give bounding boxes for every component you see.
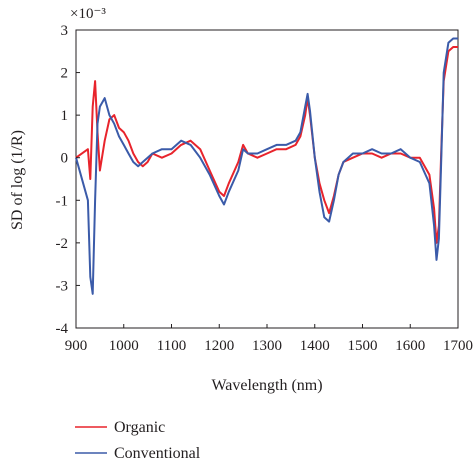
x-tick-label: 900: [65, 338, 88, 354]
x-tick-label: 1200: [204, 338, 234, 354]
y-tick-label: 3: [61, 23, 69, 39]
y-tick-label: -1: [56, 193, 69, 209]
x-tick-label: 1300: [252, 338, 282, 354]
y-tick-label: -2: [56, 236, 69, 252]
y-tick-label: 1: [61, 108, 69, 124]
legend: Organic Conventional: [75, 419, 201, 462]
y-axis-scale-label: ×10⁻³: [70, 6, 106, 22]
plot-frame: [75, 29, 459, 329]
series-line-organic: [75, 46, 458, 244]
legend-label-organic: Organic: [114, 419, 165, 436]
y-axis-title: SD of log (1/R): [9, 130, 26, 230]
y-tick-label: 2: [61, 66, 69, 82]
x-tick-label: 1000: [109, 338, 139, 354]
x-tick-label: 1500: [348, 338, 378, 354]
x-tick-label: 1600: [395, 338, 425, 354]
x-tick-label: 1400: [300, 338, 330, 354]
y-tick-label: 0: [61, 151, 69, 167]
y-tick-label: -3: [56, 278, 69, 294]
ticks-layer: 900 1000 1100 1200 1300 1400 1500 1600 1700 -4 -3 -…: [56, 23, 474, 354]
x-tick-label: 1100: [157, 338, 186, 354]
x-axis-title: Wavelength (nm): [211, 377, 322, 394]
legend-label-conventional: Conventional: [114, 445, 201, 462]
y-tick-label: -4: [56, 321, 69, 337]
series-layer: [75, 37, 458, 295]
x-tick-label: 1700: [443, 338, 473, 354]
series-line-conventional: [75, 37, 458, 295]
